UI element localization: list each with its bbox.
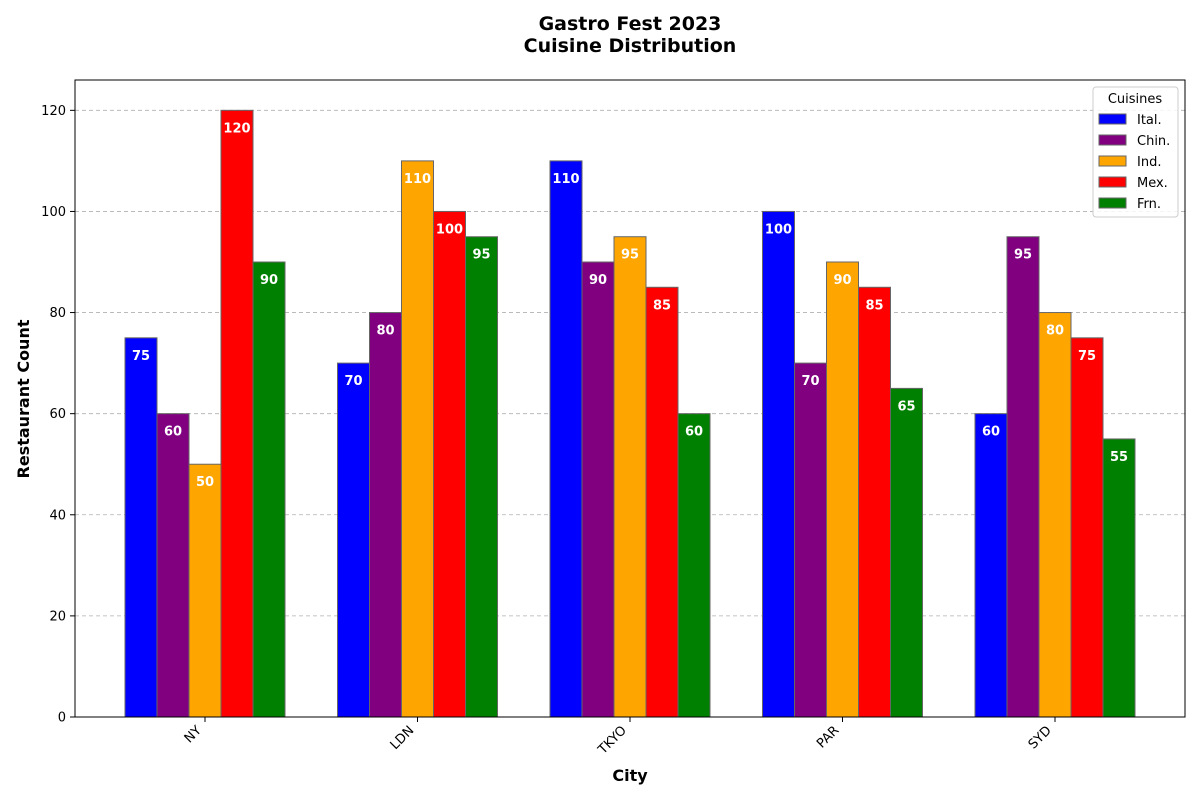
bar-tkyo-ital [549,160,583,718]
y-axis-label: Restaurant Count [14,319,33,478]
bar-ldn-chin [369,312,402,718]
bar-value-label: 110 [404,172,431,187]
y-tick-label: 0 [58,711,66,726]
x-axis: NY LDN TKYO PAR SYD [182,717,1056,758]
y-tick-label: 40 [49,508,66,523]
bar-tkyo-ind [613,236,647,718]
bar-ldn-ital [337,362,370,718]
bar-syd-frn [1102,438,1136,718]
legend-swatch [1098,134,1127,146]
legend-label: Frn. [1137,197,1161,212]
x-tick-label: SYD [1026,723,1055,752]
y-tick-label: 60 [49,407,66,422]
x-tick-label: PAR [814,723,842,751]
bar-value-label: 95 [1014,248,1032,263]
bar-value-label: 90 [833,273,851,288]
legend-swatch [1098,197,1127,209]
legend: Cuisines Ital. Chin. Ind. Mex. Frn. [1092,86,1179,218]
y-tick-label: 100 [41,205,66,220]
bar-par-mex [858,286,891,718]
bar-value-label: 50 [196,475,214,490]
legend-label: Ind. [1137,155,1161,170]
chart-subtitle: Cuisine Distribution [524,35,737,57]
y-tick-label: 20 [49,609,66,624]
y-tick-label: 80 [49,306,66,321]
bar-ny-ind [188,463,222,718]
y-tick-label: 120 [41,104,66,119]
bar-value-label: 65 [897,399,915,414]
bar-value-label: 75 [132,349,150,364]
bar-tkyo-frn [677,413,711,718]
x-axis-label: City [612,766,648,785]
bar-par-ital [762,210,795,718]
bar-tkyo-mex [645,286,679,718]
bar-value-label: 85 [865,298,883,313]
bar-value-label: 95 [621,248,639,263]
bar-ny-mex [220,109,254,718]
bar-value-label: 100 [436,222,463,237]
bar-value-label: 80 [1046,324,1064,339]
legend-label: Ital. [1137,113,1162,128]
legend-swatch [1098,113,1127,125]
data-labels: 75 60 50 120 90 70 80 110 100 95 110 90 95 85 60 100 70 9… [132,121,1128,490]
legend-label: Mex. [1137,176,1168,191]
bar-syd-ital [974,413,1008,718]
bar-value-label: 80 [376,324,394,339]
x-tick-label: TKYO [595,723,630,758]
bar-value-label: 90 [589,273,607,288]
bar-ldn-mex [433,210,466,718]
legend-items: Ital. Chin. Ind. Mex. Frn. [1098,113,1170,212]
bar-syd-chin [1006,236,1040,718]
bar-value-label: 60 [685,425,703,440]
bar-ldn-frn [465,236,498,718]
bar-value-label: 75 [1078,349,1096,364]
bar-value-label: 100 [765,222,792,237]
bar-value-label: 85 [653,298,671,313]
bar-value-label: 70 [801,374,819,389]
bar-value-label: 70 [344,374,362,389]
bar-value-label: 110 [552,172,579,187]
bar-ldn-ind [401,160,434,718]
bar-value-label: 55 [1110,450,1128,465]
bar-value-label: 120 [223,121,250,136]
y-axis: 0 20 40 60 80 100 120 [41,104,75,726]
legend-title: Cuisines [1108,92,1163,107]
bar-value-label: 60 [164,425,182,440]
bar-tkyo-chin [581,261,615,718]
bar-value-label: 60 [982,425,1000,440]
bar-syd-ind [1038,312,1072,718]
legend-label: Chin. [1137,134,1170,149]
bar-syd-mex [1070,337,1104,718]
bar-par-chin [794,362,827,718]
bars [124,109,1136,718]
legend-swatch [1098,176,1127,188]
x-tick-label: LDN [388,723,418,753]
bar-par-ind [826,261,859,718]
bar-ny-frn [252,261,286,718]
bar-par-frn [890,387,923,718]
bar-value-label: 90 [260,273,278,288]
legend-swatch [1098,155,1127,167]
bar-ny-chin [156,413,190,718]
chart-title: Gastro Fest 2023 [539,13,722,35]
bar-ny-ital [124,337,158,718]
x-tick-label: NY [182,723,205,746]
bar-value-label: 95 [472,248,490,263]
